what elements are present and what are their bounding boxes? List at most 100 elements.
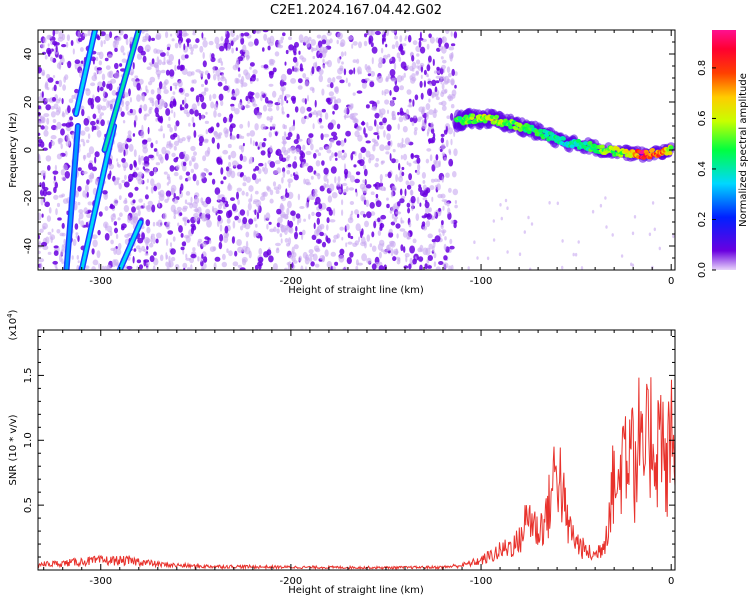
- y-tick-label: 40: [23, 48, 34, 61]
- noise-dot: [102, 190, 108, 195]
- noise-dot: [454, 84, 457, 89]
- noise-dot: [138, 107, 142, 114]
- noise-dot: [118, 195, 122, 201]
- noise-dot: [364, 77, 370, 82]
- noise-dot: [425, 158, 430, 164]
- noise-dot: [398, 176, 403, 183]
- noise-dot: [250, 91, 255, 96]
- noise-dot: [42, 189, 48, 197]
- noise-dot: [96, 119, 99, 125]
- noise-dot: [287, 132, 293, 138]
- noise-dot: [294, 231, 298, 240]
- noise-dot: [228, 154, 231, 161]
- noise-dot: [92, 113, 97, 120]
- noise-dot: [256, 30, 260, 34]
- noise-dot: [64, 171, 71, 179]
- noise-dot: [266, 223, 269, 230]
- noise-dot: [77, 37, 83, 43]
- noise-dot: [318, 117, 323, 123]
- x-tick-label: 0: [668, 276, 674, 287]
- noise-dot: [203, 217, 209, 222]
- noise-dot: [236, 191, 239, 200]
- noise-dot: [226, 210, 232, 219]
- noise-dot: [435, 154, 439, 161]
- noise-dot: [165, 190, 172, 197]
- noise-dot: [332, 266, 336, 270]
- noise-dot: [651, 201, 655, 205]
- noise-dot: [249, 66, 252, 70]
- noise-dot: [374, 30, 381, 36]
- noise-dot: [185, 191, 191, 196]
- noise-dot: [195, 95, 200, 103]
- noise-dot: [313, 152, 317, 159]
- signal-point: [650, 148, 655, 152]
- noise-dot: [410, 77, 416, 84]
- noise-dot: [138, 264, 144, 270]
- noise-dot: [132, 133, 136, 137]
- noise-dot: [308, 113, 313, 118]
- noise-dot: [423, 80, 426, 88]
- noise-dot: [354, 151, 357, 157]
- noise-dot: [158, 81, 163, 90]
- noise-dot: [133, 119, 137, 128]
- noise-dot: [242, 44, 247, 53]
- noise-dot: [401, 43, 407, 47]
- noise-dot: [71, 255, 74, 260]
- noise-dot: [153, 62, 158, 69]
- noise-dot: [378, 251, 382, 259]
- noise-dot: [153, 251, 157, 256]
- noise-dot: [162, 212, 167, 220]
- noise-dot: [367, 125, 373, 132]
- noise-dot: [186, 71, 193, 77]
- noise-dot: [390, 248, 394, 257]
- noise-dot: [183, 109, 189, 115]
- noise-dot: [66, 34, 70, 42]
- noise-dot: [56, 153, 63, 160]
- noise-dot: [217, 112, 222, 118]
- noise-dot: [326, 261, 332, 268]
- noise-dot: [365, 140, 371, 144]
- noise-dot: [454, 200, 457, 204]
- noise-dot: [304, 162, 309, 167]
- noise-dot: [229, 135, 236, 140]
- noise-dot: [284, 267, 288, 270]
- noise-dot: [101, 73, 106, 81]
- noise-dot: [161, 61, 166, 66]
- noise-dot: [69, 116, 74, 121]
- noise-dot: [437, 37, 443, 45]
- noise-dot: [432, 109, 438, 114]
- noise-dot: [283, 81, 287, 86]
- noise-dot: [277, 97, 280, 105]
- noise-dot: [203, 256, 208, 263]
- noise-dot: [307, 165, 314, 173]
- noise-dot: [332, 110, 335, 115]
- noise-dot: [239, 267, 246, 270]
- noise-dot: [277, 43, 281, 48]
- noise-dot: [369, 243, 373, 248]
- noise-dot: [379, 121, 384, 126]
- noise-dot: [352, 92, 356, 96]
- noise-dot: [453, 31, 458, 39]
- noise-dot: [421, 108, 425, 115]
- noise-dot: [143, 203, 146, 209]
- noise-dot: [443, 129, 448, 135]
- y-tick-label: 1.0: [23, 432, 34, 448]
- noise-dot: [95, 56, 99, 62]
- noise-dot: [205, 129, 208, 135]
- noise-dot: [425, 103, 431, 111]
- noise-dot: [144, 252, 149, 256]
- noise-dot: [336, 233, 340, 239]
- noise-dot: [410, 153, 414, 158]
- noise-dot: [260, 91, 264, 96]
- noise-dot: [248, 250, 252, 259]
- noise-dot: [216, 157, 223, 165]
- noise-dot: [290, 267, 294, 270]
- noise-dot: [170, 248, 176, 255]
- noise-dot: [126, 137, 132, 143]
- noise-dot: [223, 127, 228, 134]
- noise-dot: [190, 51, 194, 55]
- noise-dot: [359, 183, 366, 190]
- noise-dot: [286, 136, 291, 140]
- noise-dot: [434, 93, 439, 98]
- noise-dot: [238, 73, 241, 78]
